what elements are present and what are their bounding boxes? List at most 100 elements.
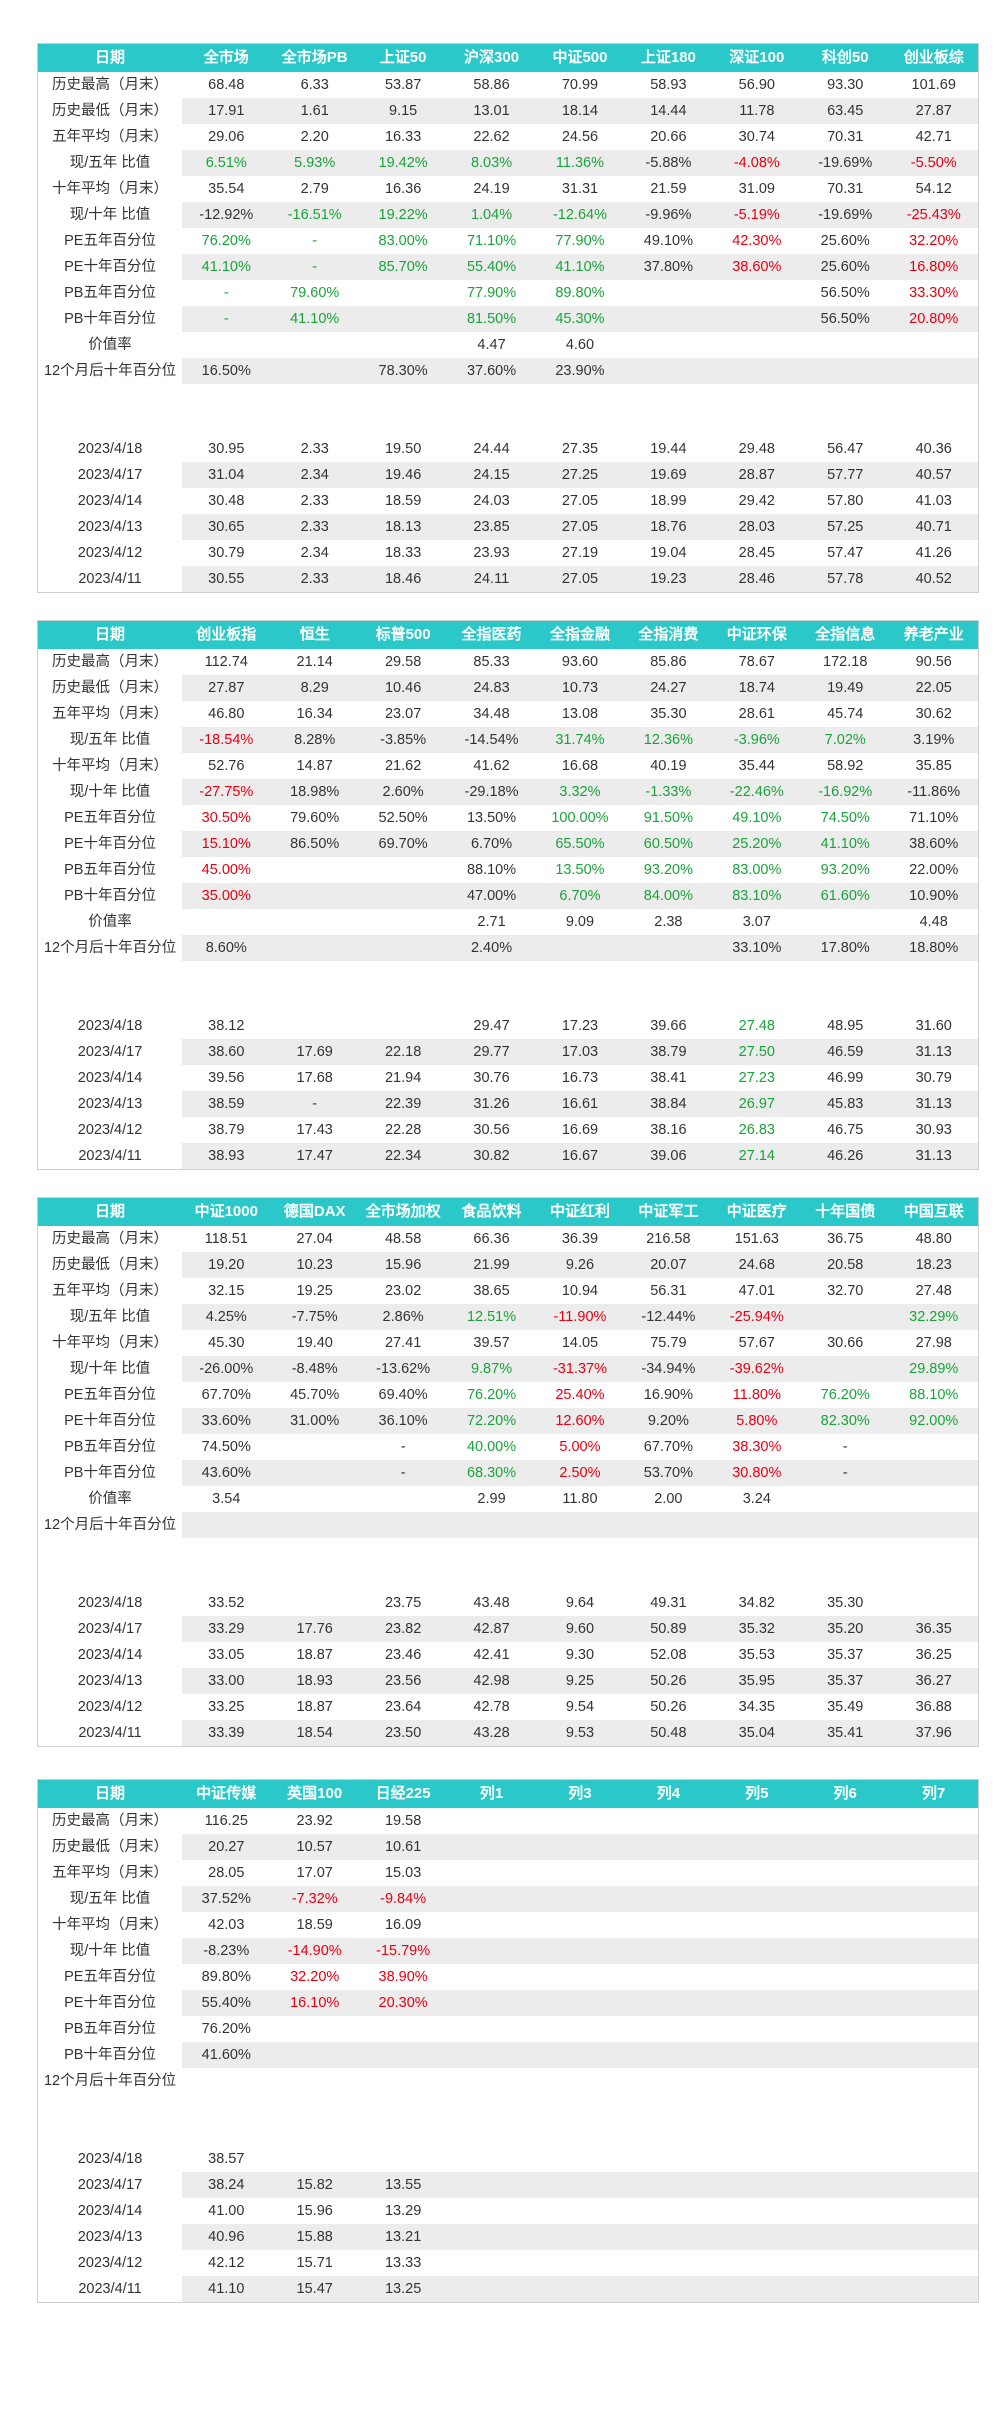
data-cell: 36.75 xyxy=(827,1231,864,1247)
data-cell: 31.31 xyxy=(561,181,599,197)
data-cell: 35.30 xyxy=(650,706,687,722)
data-cell xyxy=(359,2146,447,2172)
table-row: 历史最高（月末） 118.51 27.04 48.58 66.36 36.39 216.58… xyxy=(38,1226,978,1252)
data-cell: 2.99 xyxy=(477,1491,506,1507)
data-cell: 29.47 xyxy=(473,1018,510,1034)
data-cell: 36.39 xyxy=(561,1231,599,1247)
data-cell: 2.20 xyxy=(300,129,329,145)
data-cell: - xyxy=(400,1439,406,1455)
data-cell xyxy=(712,1990,802,2016)
data-cell: 22.05 xyxy=(889,675,978,701)
data-cell: 29.77 xyxy=(447,1039,536,1065)
table-row: 2023/4/12 42.12 15.71 13.33 xyxy=(38,2250,978,2276)
data-cell xyxy=(447,1834,536,1860)
data-cell: 10.46 xyxy=(358,675,448,701)
empty-cell xyxy=(535,961,625,987)
data-cell: 19.04 xyxy=(650,545,687,561)
data-cell xyxy=(624,1808,712,1834)
empty-cell xyxy=(535,1538,625,1564)
data-cell: 15.96 xyxy=(296,2203,333,2219)
data-cell xyxy=(624,332,712,358)
data-cell: 9.53 xyxy=(535,1720,625,1746)
data-cell: 93.20% xyxy=(820,862,870,878)
data-cell xyxy=(270,1434,358,1460)
empty-cell xyxy=(624,1538,713,1564)
empty-cell xyxy=(358,2094,448,2120)
data-cell: 30.79 xyxy=(208,545,245,561)
data-cell: 30.62 xyxy=(915,706,952,722)
data-cell xyxy=(624,1860,712,1886)
empty-cell xyxy=(270,2094,359,2120)
data-cell: 27.05 xyxy=(561,493,599,509)
data-cell xyxy=(447,2276,536,2302)
data-cell: 25.60% xyxy=(801,254,890,280)
data-cell xyxy=(713,2146,801,2172)
row-label: 现/十年 比值 xyxy=(38,1356,183,1382)
data-cell xyxy=(712,1512,802,1538)
data-cell: 19.40 xyxy=(296,1335,333,1351)
data-cell: 36.25 xyxy=(915,1647,952,1663)
row-label: 2023/4/14 xyxy=(38,2198,183,2224)
table-row: 2023/4/18 33.52 23.75 43.48 9.64 49.31 34.82 35… xyxy=(38,1590,978,1616)
data-cell: 89.80% xyxy=(201,1969,251,1985)
data-cell xyxy=(713,2068,801,2094)
data-cell: 69.70% xyxy=(358,831,448,857)
data-cell xyxy=(536,2198,624,2224)
data-cell: 22.34 xyxy=(358,1143,448,1169)
data-cell: 27.35 xyxy=(561,441,599,457)
data-cell: 69.40% xyxy=(378,1387,428,1403)
data-cell: -11.90% xyxy=(535,1304,625,1330)
data-cell: 5.80% xyxy=(712,1408,802,1434)
data-cell xyxy=(447,2146,535,2172)
table-row: 五年平均（月末） 46.80 16.34 23.07 34.48 13.08 35.30 28… xyxy=(38,701,978,727)
data-cell: 77.90% xyxy=(555,233,605,249)
data-cell: 42.12 xyxy=(208,2255,245,2271)
spacer-row xyxy=(38,2094,978,2120)
data-cell: 56.90 xyxy=(738,77,775,93)
data-cell: 36.35 xyxy=(889,1616,978,1642)
row-label: 五年平均（月末） xyxy=(38,1278,183,1304)
row-label: 2023/4/14 xyxy=(38,1642,183,1668)
data-cell: 101.69 xyxy=(911,77,956,93)
data-cell: 18.14 xyxy=(535,98,625,124)
column-header: 养老产业 xyxy=(889,621,978,649)
data-cell: 32.15 xyxy=(208,1283,245,1299)
data-cell xyxy=(535,1990,625,2016)
data-cell: 26.83 xyxy=(738,1122,775,1138)
data-cell: 24.68 xyxy=(712,1252,802,1278)
row-label: 十年平均（月末） xyxy=(38,753,183,779)
data-cell: 3.19% xyxy=(889,727,978,753)
table-row: PB十年百分位 41.60% xyxy=(38,2042,978,2068)
data-cell: 19.44 xyxy=(650,441,687,457)
data-cell: 41.10% xyxy=(270,306,359,332)
data-cell: 90.56 xyxy=(915,654,952,670)
empty-cell xyxy=(447,1538,536,1564)
data-cell xyxy=(624,358,713,384)
data-cell: 30.80% xyxy=(712,1460,802,1486)
data-cell xyxy=(801,1356,890,1382)
data-cell: 8.29 xyxy=(270,675,359,701)
data-cell: 46.80 xyxy=(208,706,245,722)
data-cell: 18.74 xyxy=(712,675,802,701)
empty-cell xyxy=(270,410,359,436)
spacer-row xyxy=(38,987,978,1013)
data-cell: -5.19% xyxy=(712,202,802,228)
table-row: 历史最高（月末） 112.74 21.14 29.58 85.33 93.60 85.86 7… xyxy=(38,649,978,675)
empty-cell xyxy=(712,1538,802,1564)
data-cell: 43.48 xyxy=(473,1595,510,1611)
data-cell xyxy=(624,306,713,332)
row-label: 12个月后十年百分位 xyxy=(38,1512,183,1538)
data-cell: 60.50% xyxy=(624,831,713,857)
data-cell: 9.25 xyxy=(535,1668,625,1694)
data-cell: 49.31 xyxy=(650,1595,687,1611)
data-cell: 17.91 xyxy=(182,98,271,124)
data-cell: - xyxy=(842,1439,848,1455)
data-cell: 16.34 xyxy=(296,706,333,722)
data-cell xyxy=(358,883,448,909)
data-cell: 93.30 xyxy=(827,77,864,93)
table-row: 2023/4/12 33.25 18.87 23.64 42.78 9.54 50.26 34… xyxy=(38,1694,978,1720)
data-cell xyxy=(358,935,448,961)
column-header: 创业板指 xyxy=(182,621,271,649)
empty-cell xyxy=(358,987,448,1013)
column-header: 英国100 xyxy=(270,1780,359,1808)
